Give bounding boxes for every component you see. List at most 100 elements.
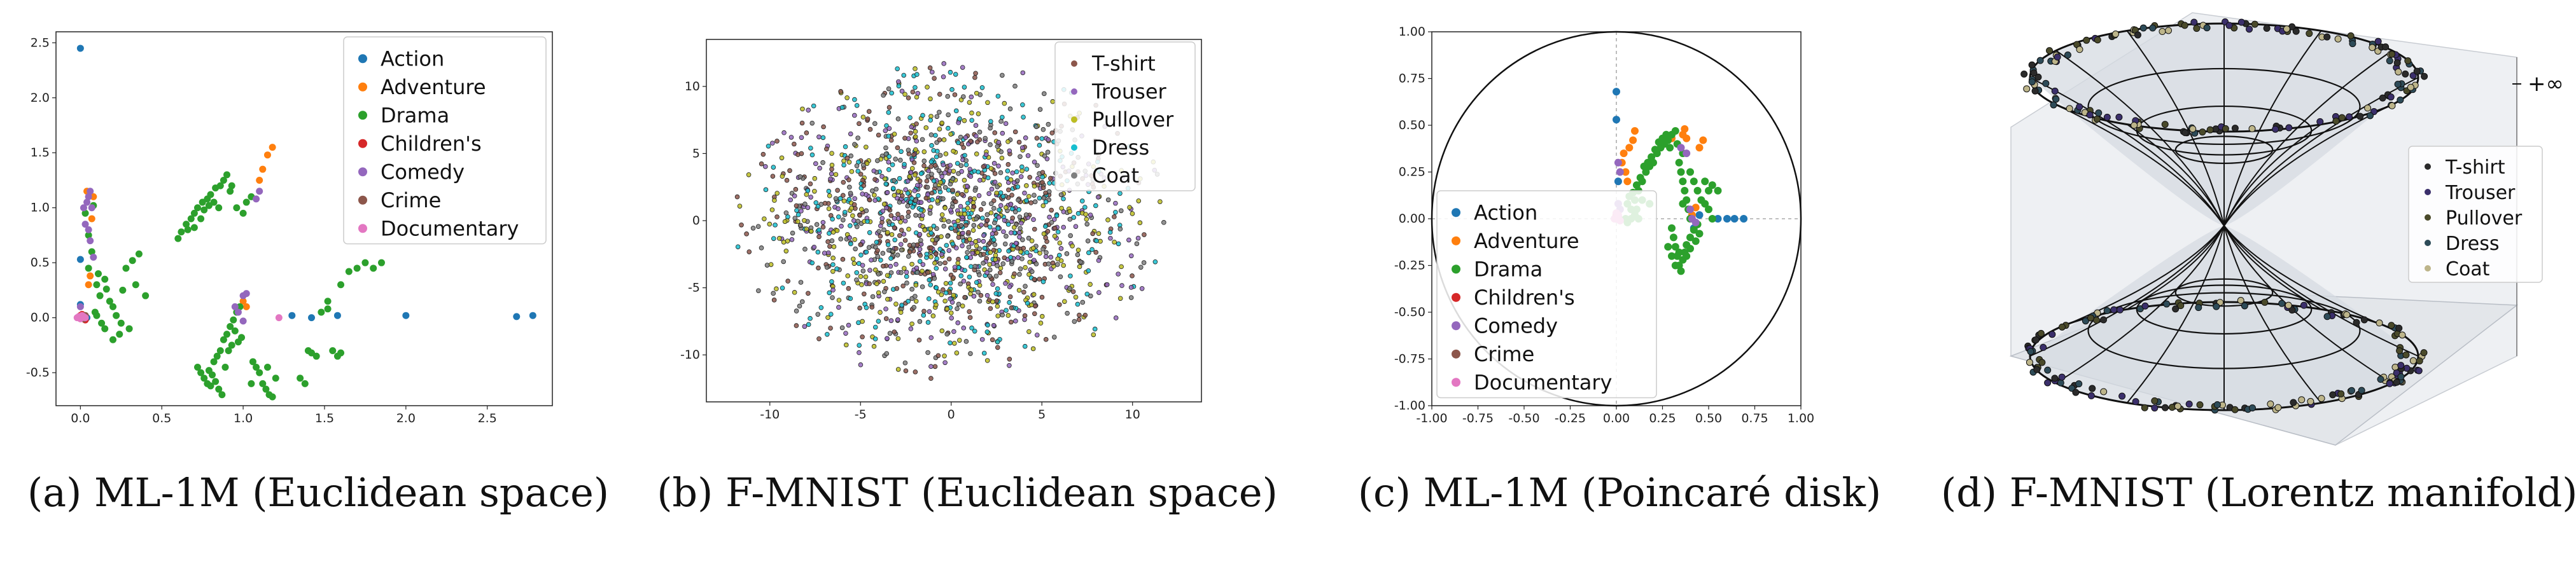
- data-point: [1077, 312, 1082, 318]
- data-point: [2386, 57, 2393, 65]
- data-point: [848, 190, 853, 196]
- data-point: [774, 191, 780, 196]
- data-point: [1675, 158, 1683, 167]
- data-point: [883, 306, 888, 312]
- data-point: [962, 294, 967, 300]
- data-point: [135, 250, 143, 258]
- data-point: [948, 69, 953, 75]
- data-point: [2093, 115, 2101, 123]
- data-point: [929, 172, 934, 177]
- data-point: [1136, 198, 1142, 203]
- data-point: [197, 369, 205, 376]
- data-point: [1033, 261, 1039, 266]
- data-point: [2416, 357, 2423, 365]
- data-point: [1113, 200, 1118, 206]
- data-point: [846, 160, 852, 165]
- data-point: [969, 118, 974, 123]
- data-point: [2161, 121, 2169, 128]
- data-point: [2267, 400, 2274, 408]
- data-point: [981, 261, 986, 266]
- data-point: [2323, 313, 2331, 320]
- data-point: [231, 327, 239, 334]
- caption-a: (a) ML-1M (Euclidean space): [27, 469, 610, 516]
- data-point: [1708, 181, 1716, 189]
- data-point: [2100, 388, 2108, 396]
- data-point: [995, 286, 1000, 291]
- data-point: [1701, 200, 1709, 208]
- data-point: [928, 282, 934, 287]
- data-point: [893, 156, 898, 162]
- data-point: [869, 258, 874, 263]
- data-point: [838, 89, 843, 94]
- data-point: [829, 162, 835, 168]
- x-tick-label: 0.75: [1741, 411, 1768, 425]
- data-point: [906, 214, 911, 219]
- data-point: [918, 207, 924, 213]
- data-point: [876, 319, 881, 324]
- data-point: [876, 229, 881, 234]
- data-point: [844, 95, 850, 100]
- data-point: [106, 298, 113, 305]
- data-point: [1027, 259, 1033, 265]
- data-point: [892, 225, 897, 231]
- data-point: [979, 223, 984, 228]
- data-point: [781, 130, 787, 135]
- data-point: [1662, 130, 1670, 139]
- data-point: [827, 290, 832, 296]
- data-point: [1050, 99, 1056, 104]
- data-point: [96, 292, 104, 299]
- data-point: [2028, 61, 2036, 69]
- data-point: [1092, 326, 1098, 332]
- data-point: [857, 212, 862, 218]
- data-point: [860, 334, 865, 340]
- data-point: [781, 259, 787, 265]
- data-point: [2397, 373, 2405, 381]
- data-point: [948, 181, 953, 187]
- data-point: [2177, 302, 2185, 310]
- data-point: [1128, 295, 1134, 300]
- data-point: [992, 130, 998, 135]
- data-point: [902, 218, 908, 224]
- data-point: [872, 193, 877, 198]
- data-point: [849, 169, 855, 174]
- y-tick-label: 0.5: [31, 256, 50, 270]
- data-point: [888, 137, 894, 143]
- data-point: [798, 280, 804, 285]
- data-point: [256, 176, 263, 184]
- data-point: [1016, 207, 1022, 212]
- data-point: [795, 219, 801, 224]
- data-point: [1691, 237, 1700, 245]
- chart-d: +∞ T-shirt Trouser Pullover Dress Coat: [2009, 12, 2564, 446]
- data-point: [129, 257, 136, 265]
- data-point: [272, 375, 279, 382]
- data-point: [2046, 47, 2054, 55]
- data-point: [953, 223, 958, 228]
- data-point: [910, 89, 916, 95]
- data-point: [2283, 25, 2290, 32]
- y-tick-label: 1.0: [31, 201, 50, 215]
- data-point: [2072, 389, 2080, 396]
- data-point: [920, 113, 925, 118]
- data-point: [799, 120, 805, 126]
- data-point: [744, 231, 749, 237]
- data-point: [916, 193, 921, 198]
- data-point: [2048, 331, 2056, 338]
- data-point: [1022, 313, 1028, 319]
- data-point: [200, 206, 208, 214]
- data-point: [841, 198, 847, 203]
- data-point: [2398, 331, 2406, 339]
- data-point: [895, 116, 901, 121]
- data-point: [1026, 235, 1032, 241]
- data-point: [1065, 310, 1070, 316]
- legend-label: Crime: [381, 188, 441, 212]
- data-point: [839, 105, 845, 110]
- data-point: [886, 160, 892, 165]
- data-point: [109, 336, 117, 343]
- data-point: [212, 378, 220, 385]
- data-point: [901, 72, 907, 78]
- data-point: [1005, 139, 1011, 144]
- legend-label: Documentary: [381, 216, 519, 240]
- legend-label: T-shirt: [1091, 52, 1156, 76]
- data-point: [881, 289, 887, 294]
- data-point: [995, 345, 1000, 350]
